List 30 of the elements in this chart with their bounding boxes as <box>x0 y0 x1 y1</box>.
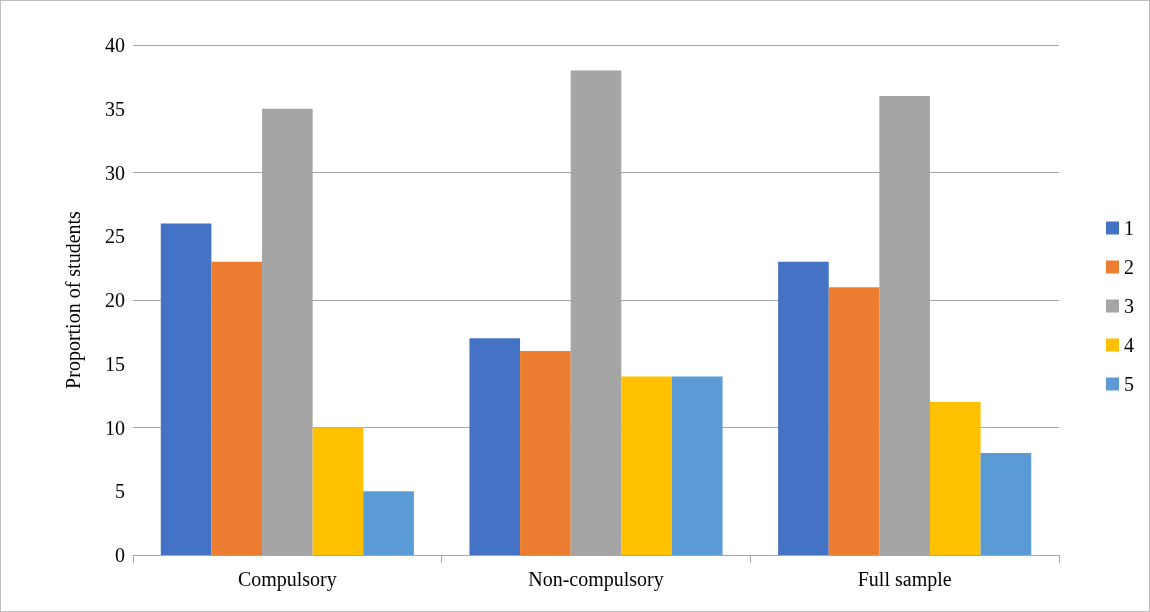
bar <box>363 491 414 555</box>
legend-label: 3 <box>1124 295 1134 317</box>
bar <box>828 287 880 555</box>
legend-label: 2 <box>1124 256 1134 278</box>
bar <box>211 261 263 555</box>
y-tick-label: 40 <box>105 34 125 56</box>
y-axis-title: Proportion of students <box>62 210 85 389</box>
y-tick-label: 10 <box>105 416 125 439</box>
y-tick-label: 30 <box>105 161 125 184</box>
bar <box>520 351 571 555</box>
legend-label: 4 <box>1124 334 1134 356</box>
bar <box>778 261 829 555</box>
bar <box>671 376 723 555</box>
bar <box>312 427 364 555</box>
legend-label: 1 <box>1124 217 1134 239</box>
y-tick-label: 20 <box>105 289 125 311</box>
bar <box>469 338 521 555</box>
bar <box>160 223 212 555</box>
y-tick-label: 25 <box>105 225 125 248</box>
legend-label: 5 <box>1124 373 1134 395</box>
x-tick-label: Non-compulsory <box>528 568 664 591</box>
y-tick-label: 5 <box>115 480 125 503</box>
bar <box>929 402 981 555</box>
y-tick-label: 35 <box>105 97 125 120</box>
x-tick-label: Compulsory <box>237 568 337 591</box>
y-tick-label: 15 <box>105 352 125 375</box>
x-tick-label: Full sample <box>857 568 952 591</box>
bar <box>621 376 672 555</box>
y-tick-label: 0 <box>115 544 125 566</box>
bar <box>980 453 1032 555</box>
